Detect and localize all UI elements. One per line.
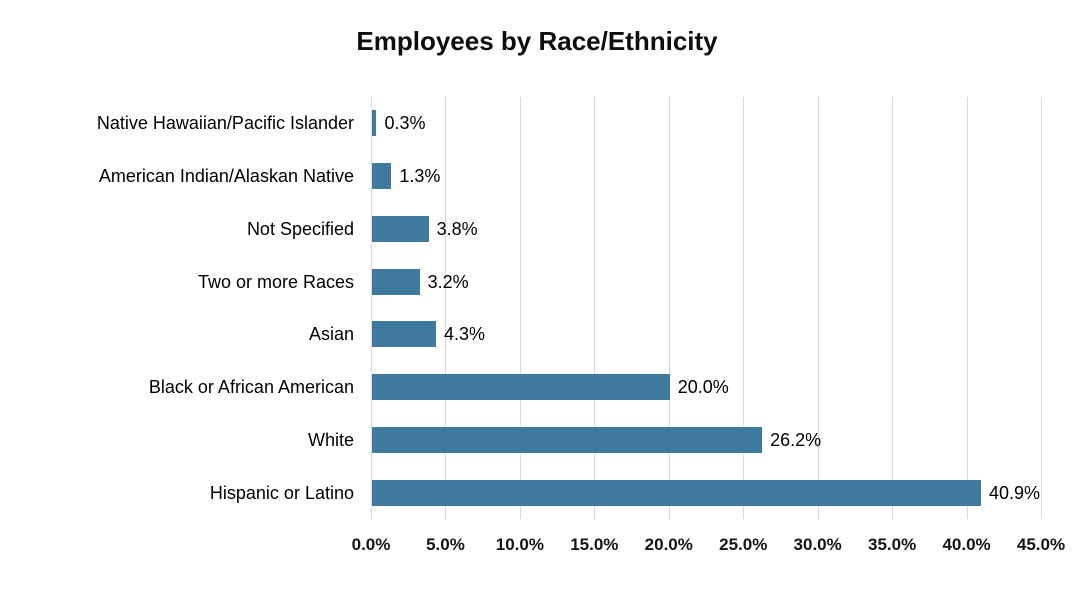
- chart-title: Employees by Race/Ethnicity: [356, 26, 718, 56]
- category-label: American Indian/Alaskan Native: [98, 166, 354, 187]
- x-tick-label: 0.0%: [351, 535, 391, 554]
- x-tick-label: 30.0%: [793, 535, 842, 554]
- data-label: 20.0%: [677, 377, 729, 398]
- gridline: [668, 97, 670, 519]
- x-tick-label: 25.0%: [719, 535, 768, 554]
- gridline: [892, 97, 894, 519]
- gridline: [519, 97, 521, 519]
- category-label: White: [307, 429, 354, 450]
- data-label: 40.9%: [988, 482, 1040, 503]
- gridline: [594, 97, 596, 519]
- category-label: Black or African American: [148, 377, 354, 398]
- gridline: [743, 97, 745, 519]
- x-tick-label: 5.0%: [426, 535, 465, 554]
- data-label: 26.2%: [770, 429, 822, 450]
- x-tick-label: 40.0%: [942, 535, 991, 554]
- data-label: 1.3%: [399, 166, 441, 187]
- x-tick-label: 20.0%: [644, 535, 693, 554]
- bar: [372, 110, 377, 137]
- data-label: 3.8%: [436, 218, 478, 239]
- data-label: 3.2%: [427, 271, 469, 292]
- gridline: [1041, 97, 1042, 519]
- bar: [372, 374, 670, 401]
- x-tick-label: 35.0%: [868, 535, 917, 554]
- bar: [372, 268, 420, 295]
- data-label: 0.3%: [384, 113, 426, 134]
- category-label: Asian: [308, 324, 354, 345]
- bar: [372, 321, 437, 348]
- bar: [372, 426, 763, 453]
- bar: [372, 479, 981, 506]
- category-label: Hispanic or Latino: [209, 482, 354, 503]
- bar: [372, 163, 392, 190]
- gridline: [966, 97, 968, 519]
- gridline: [371, 97, 372, 519]
- bar: [372, 215, 429, 242]
- category-label: Not Specified: [246, 218, 354, 239]
- data-label: 4.3%: [444, 324, 486, 345]
- gridline: [445, 97, 447, 519]
- x-tick-label: 15.0%: [570, 535, 619, 554]
- category-label: Native Hawaiian/Pacific Islander: [96, 113, 354, 134]
- gridline: [817, 97, 819, 519]
- x-tick-label: 10.0%: [495, 535, 544, 554]
- category-label: Two or more Races: [197, 271, 354, 292]
- x-tick-label: 45.0%: [1016, 535, 1066, 554]
